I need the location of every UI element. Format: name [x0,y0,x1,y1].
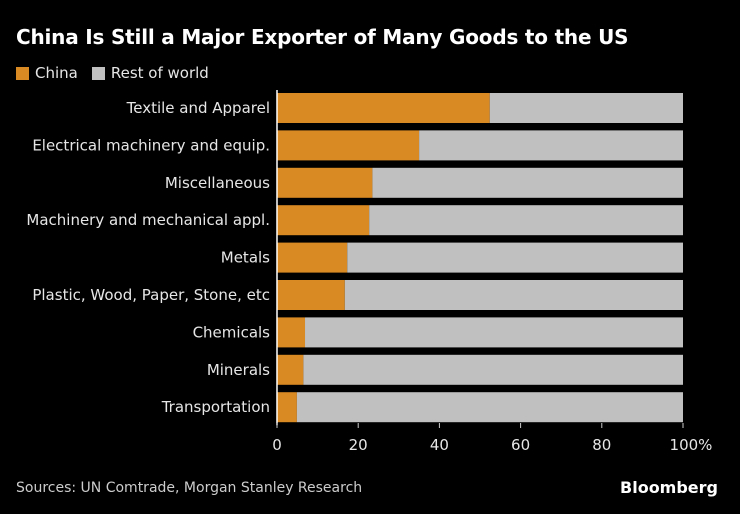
legend: China Rest of world [16,64,209,82]
bar-china [277,280,345,310]
category-label: Chemicals [193,323,271,341]
legend-label-rest-of-world: Rest of world [110,64,209,82]
legend-swatch-china [16,66,29,80]
bar-rest-of-world [489,93,683,123]
bar-china [277,205,370,236]
bloomberg-logo: Bloomberg [620,478,718,497]
category-label: Metals [221,249,270,267]
bar-china [277,317,306,348]
chart-title: China Is Still a Major Exporter of Many … [16,25,629,49]
bar-rest-of-world [305,317,683,348]
bar-china [277,130,420,161]
legend-swatch-rest-of-world [91,66,105,80]
bar-rest-of-world [369,205,683,236]
category-label: Electrical machinery and equip. [32,136,270,154]
x-tick-label: 60 [511,436,530,454]
x-tick-label: 0 [272,436,282,454]
category-label: Plastic, Wood, Paper, Stone, etc [32,286,270,304]
bar-rest-of-world [344,280,683,310]
bar-china [277,354,304,385]
bar-rest-of-world [347,242,683,273]
category-label: Machinery and mechanical appl. [26,211,270,229]
x-tick-label: 20 [349,436,368,454]
category-label: Minerals [207,361,270,379]
bar-rest-of-world [296,392,683,423]
bar-rest-of-world [419,130,683,161]
x-tick-label: 80 [592,436,611,454]
legend-label-china: China [35,64,78,82]
bar-china [277,392,297,423]
bar-china [277,93,490,123]
category-label: Transportation [161,398,270,416]
category-label: Miscellaneous [165,174,270,192]
source-note: Sources: UN Comtrade, Morgan Stanley Res… [16,480,363,496]
bar-rest-of-world [372,167,683,198]
bar-rest-of-world [303,354,683,385]
x-tick-label: 40 [430,436,449,454]
x-tick-label: 100% [670,436,713,454]
bar-china [277,242,348,273]
bar-china [277,167,373,198]
category-label: Textile and Apparel [126,99,270,117]
